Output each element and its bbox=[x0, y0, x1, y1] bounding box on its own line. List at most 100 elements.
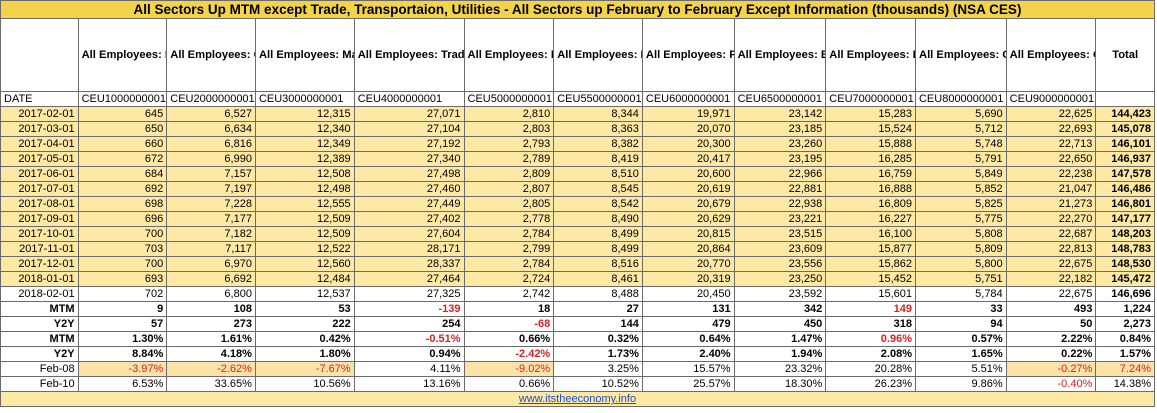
stat-label: MTM bbox=[0, 301, 79, 317]
stat-cell: 254 bbox=[353, 316, 465, 332]
table-cell: 8,382 bbox=[553, 136, 643, 152]
row-date: 2017-07-01 bbox=[0, 181, 79, 197]
table-cell: 12,315 bbox=[254, 106, 355, 122]
table-cell: 22,270 bbox=[1005, 211, 1097, 227]
comparison-cell: 6.53% bbox=[77, 376, 168, 392]
row-date: 2018-01-01 bbox=[0, 271, 79, 287]
header-corner bbox=[0, 18, 79, 92]
series-code bbox=[1095, 91, 1155, 107]
comparison-cell: 15.57% bbox=[641, 361, 735, 377]
series-code: CEU4000000001 bbox=[353, 91, 465, 107]
stat-cell: 1.73% bbox=[553, 346, 643, 362]
comparison-cell: 9.86% bbox=[914, 376, 1007, 392]
table-cell: 27,104 bbox=[353, 121, 465, 137]
table-cell: 145,472 bbox=[1095, 271, 1155, 287]
comparison-cell: 5.51% bbox=[914, 361, 1007, 377]
table-cell: 12,555 bbox=[254, 196, 355, 212]
table-cell: 23,515 bbox=[733, 226, 827, 242]
row-date: 2017-09-01 bbox=[0, 211, 79, 227]
comparison-row: Feb-10 6.53% 33.65% 10.56% 13.16% 0.66% 10.52%… bbox=[0, 376, 1155, 392]
series-code: CEU9000000001 bbox=[1005, 91, 1097, 107]
row-date: 2017-08-01 bbox=[0, 196, 79, 212]
table-cell: 6,692 bbox=[166, 271, 256, 287]
table-cell: 23,185 bbox=[733, 121, 827, 137]
stat-cell: 450 bbox=[733, 316, 827, 332]
table-cell: 20,679 bbox=[641, 196, 735, 212]
footer-cell: www.itstheeconomy.info bbox=[0, 391, 1155, 407]
table-cell: 700 bbox=[77, 226, 168, 242]
table-cell: 2,810 bbox=[463, 106, 555, 122]
column-header: All Employees: Information bbox=[463, 18, 555, 92]
table-cell: 148,783 bbox=[1095, 241, 1155, 257]
stat-cell: 318 bbox=[825, 316, 916, 332]
series-code: CEU1000000001 bbox=[77, 91, 168, 107]
table-cell: 23,250 bbox=[733, 271, 827, 287]
table-cell: 660 bbox=[77, 136, 168, 152]
footer-link[interactable]: www.itstheeconomy.info bbox=[518, 393, 637, 405]
table-cell: 146,486 bbox=[1095, 181, 1155, 197]
comparison-cell: 14.38% bbox=[1095, 376, 1155, 392]
stat-label: MTM bbox=[0, 331, 79, 347]
stat-cell: 2.08% bbox=[825, 346, 916, 362]
comparison-cell: 4.11% bbox=[353, 361, 465, 377]
table-cell: 27,192 bbox=[353, 136, 465, 152]
table-cell: 8,499 bbox=[553, 241, 643, 257]
table-cell: 16,759 bbox=[825, 166, 916, 182]
column-header: All Employees: Construction bbox=[166, 18, 256, 92]
table-row: 2018-02-01 702 6,800 12,537 27,325 2,742 8,488… bbox=[0, 286, 1155, 302]
table-cell: 5,784 bbox=[914, 286, 1007, 302]
table-cell: 27,464 bbox=[353, 271, 465, 287]
stat-cell: 222 bbox=[254, 316, 355, 332]
table-cell: 5,712 bbox=[914, 121, 1007, 137]
table-cell: 702 bbox=[77, 286, 168, 302]
table-row: 2017-03-01 650 6,634 12,340 27,104 2,803 8,363… bbox=[0, 121, 1155, 137]
table-cell: 23,260 bbox=[733, 136, 827, 152]
table-cell: 7,182 bbox=[166, 226, 256, 242]
table-cell: 6,527 bbox=[166, 106, 256, 122]
table-cell: 15,862 bbox=[825, 256, 916, 272]
table-cell: 144,423 bbox=[1095, 106, 1155, 122]
table-cell: 2,799 bbox=[463, 241, 555, 257]
comparison-cell: 23.32% bbox=[733, 361, 827, 377]
stat-cell: 1,224 bbox=[1095, 301, 1155, 317]
table-row: 2017-06-01 684 7,157 12,508 27,498 2,809 8,510… bbox=[0, 166, 1155, 182]
table-cell: 20,619 bbox=[641, 181, 735, 197]
table-cell: 12,389 bbox=[254, 151, 355, 167]
table-cell: 22,650 bbox=[1005, 151, 1097, 167]
table-cell: 12,509 bbox=[254, 226, 355, 242]
series-code: CEU3000000001 bbox=[254, 91, 355, 107]
stat-cell: 9 bbox=[77, 301, 168, 317]
comparison-cell: -3.97% bbox=[77, 361, 168, 377]
table-cell: 15,877 bbox=[825, 241, 916, 257]
comparison-row: Feb-08 -3.97% -2.62% -7.67% 4.11% -9.02% 3.25%… bbox=[0, 361, 1155, 377]
table-cell: 12,349 bbox=[254, 136, 355, 152]
table-cell: 2,793 bbox=[463, 136, 555, 152]
series-code: CEU2000000001 bbox=[166, 91, 256, 107]
table-cell: 22,182 bbox=[1005, 271, 1097, 287]
table-cell: 16,227 bbox=[825, 211, 916, 227]
stat-cell: 0.84% bbox=[1095, 331, 1155, 347]
table-cell: 5,690 bbox=[914, 106, 1007, 122]
table-cell: 22,687 bbox=[1005, 226, 1097, 242]
table-cell: 645 bbox=[77, 106, 168, 122]
stat-cell: 479 bbox=[641, 316, 735, 332]
table-cell: 700 bbox=[77, 256, 168, 272]
stat-cell: 94 bbox=[914, 316, 1007, 332]
table-cell: 12,340 bbox=[254, 121, 355, 137]
table-cell: 6,816 bbox=[166, 136, 256, 152]
table-row: 2017-05-01 672 6,990 12,389 27,340 2,789 8,419… bbox=[0, 151, 1155, 167]
table-cell: 12,522 bbox=[254, 241, 355, 257]
table-cell: 8,344 bbox=[553, 106, 643, 122]
table-cell: 2,803 bbox=[463, 121, 555, 137]
stat-cell: 0.57% bbox=[914, 331, 1007, 347]
table-cell: 16,809 bbox=[825, 196, 916, 212]
table-cell: 16,285 bbox=[825, 151, 916, 167]
stat-row: Y2Y 57 273 222 254 -68 144 479 450 318 94 50 2,273 bbox=[0, 316, 1155, 332]
stat-cell: 8.84% bbox=[77, 346, 168, 362]
table-cell: 15,601 bbox=[825, 286, 916, 302]
table-cell: 145,078 bbox=[1095, 121, 1155, 137]
table-cell: 2,724 bbox=[463, 271, 555, 287]
table-row: 2017-09-01 696 7,177 12,509 27,402 2,778 8,490… bbox=[0, 211, 1155, 227]
table-cell: 23,609 bbox=[733, 241, 827, 257]
table-cell: 22,625 bbox=[1005, 106, 1097, 122]
